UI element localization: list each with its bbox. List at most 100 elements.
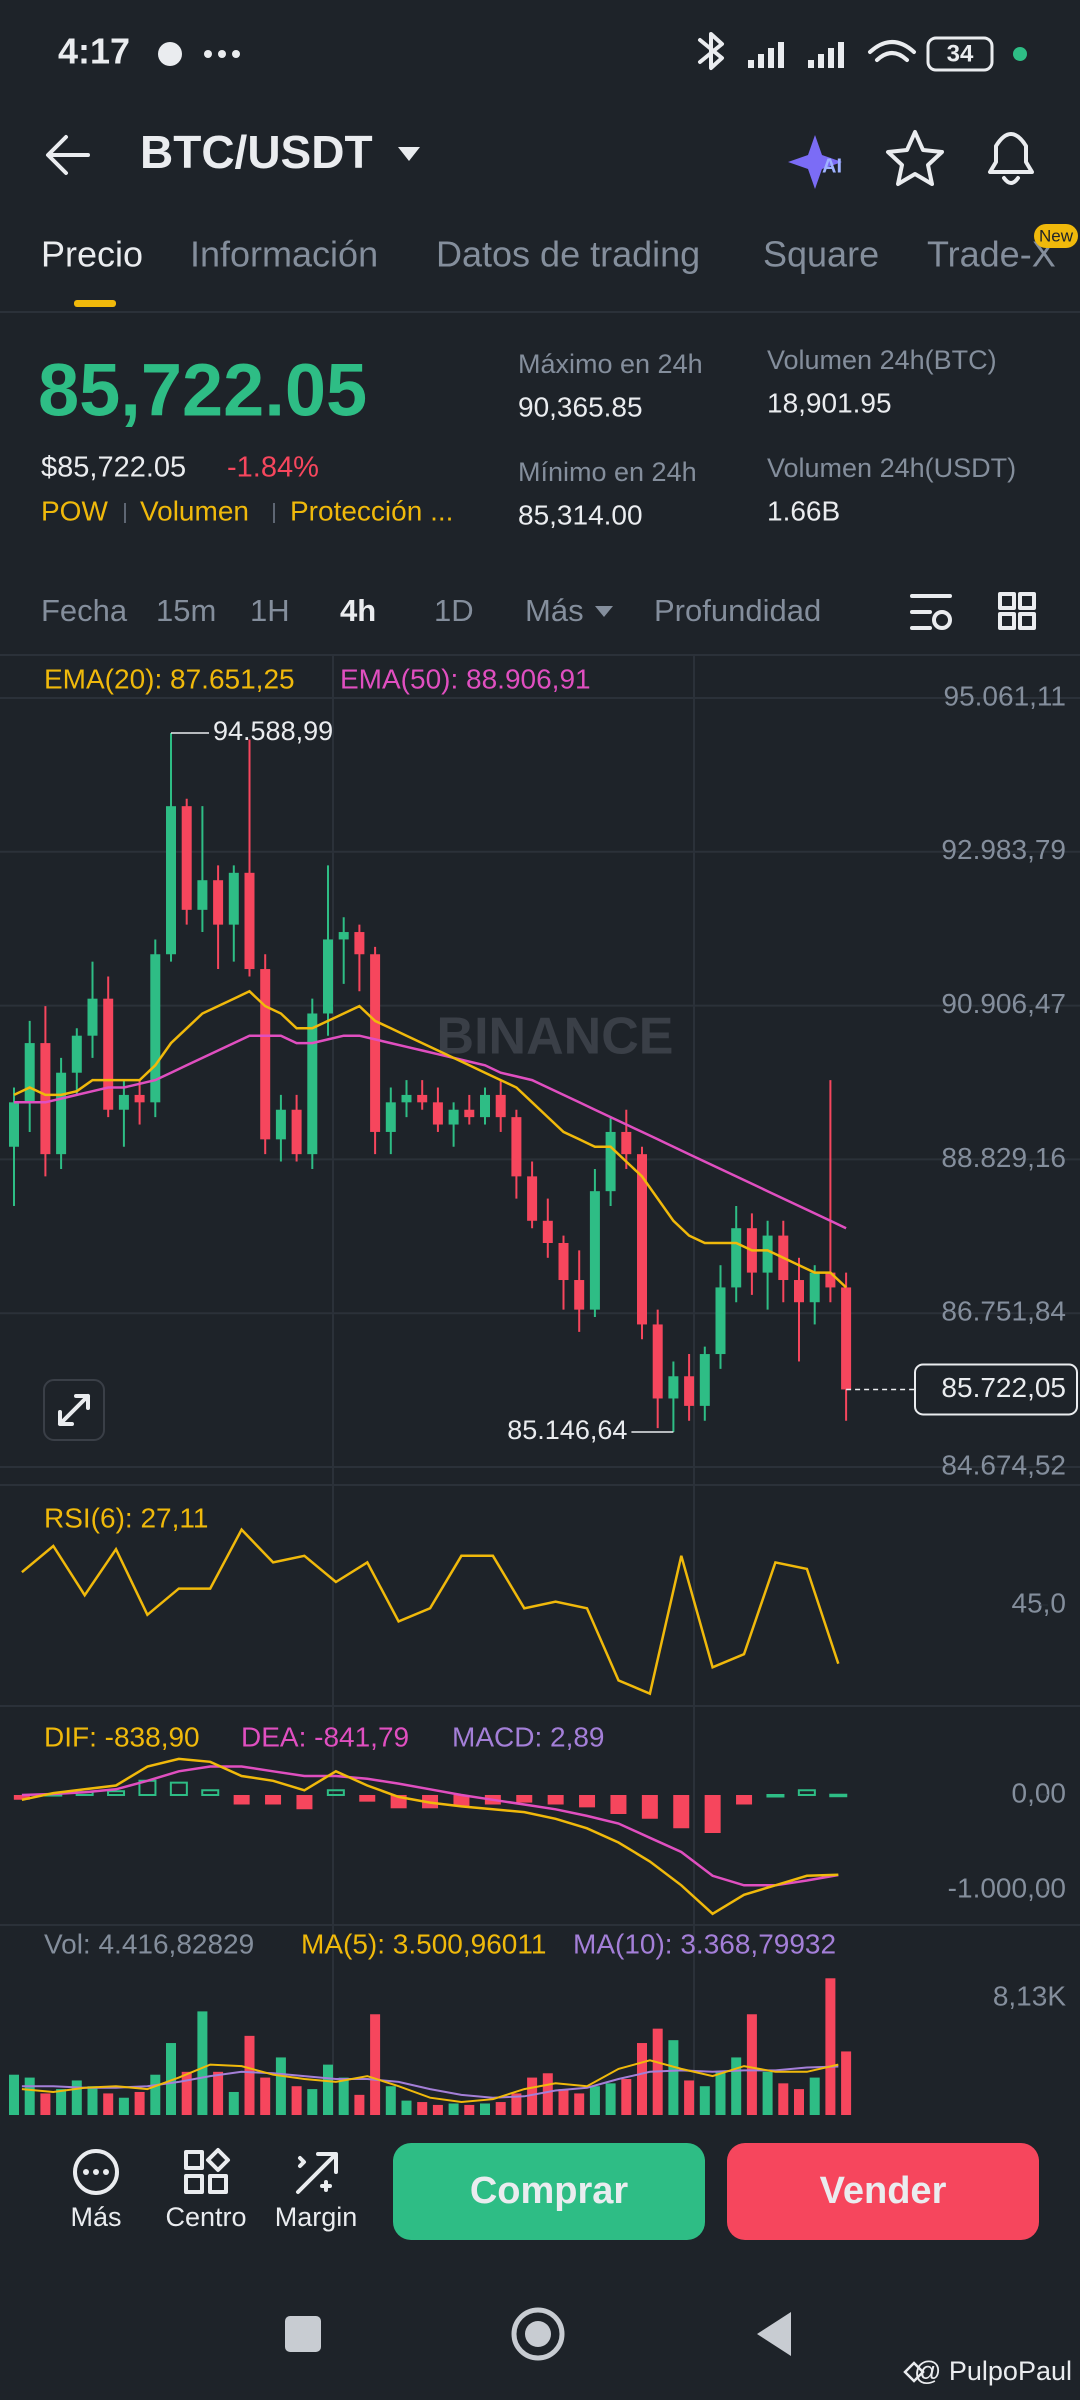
sell-label: Vender [820, 2170, 947, 2212]
ema20-line [13, 989, 847, 1289]
tab[interactable]: Precio [41, 234, 143, 275]
candle-body [480, 1094, 490, 1118]
volume-bar [134, 2091, 145, 2115]
layout-button[interactable] [998, 592, 1036, 630]
bottom-item[interactable]: Centro [165, 2202, 246, 2232]
volume-bar [715, 2071, 726, 2115]
tag[interactable]: Volumen [140, 495, 249, 526]
bottom-item[interactable]: Margin [275, 2202, 358, 2232]
macd-bar [547, 1795, 564, 1805]
interval[interactable]: 4h [340, 593, 376, 628]
tag[interactable]: Protección ... [290, 495, 453, 526]
sell-button[interactable] [727, 2143, 1039, 2240]
nav-back[interactable] [757, 2312, 791, 2356]
volume-bar [464, 2104, 475, 2115]
pair-dropdown[interactable] [398, 147, 420, 161]
ma5-line [21, 2059, 839, 2104]
macd-bar [797, 1789, 816, 1796]
volume-bar [166, 2043, 176, 2115]
indicator-settings[interactable] [910, 594, 952, 630]
pair-title[interactable]: BTC/USDT [140, 126, 373, 178]
interval[interactable]: Profundidad [654, 593, 821, 628]
volume-bar [87, 2086, 98, 2115]
candle-body [24, 1043, 35, 1103]
macd-tick-label: 0,00 [1012, 1777, 1067, 1808]
tab-indicator [74, 300, 116, 307]
volume-bar [684, 2080, 695, 2115]
volume-bar [385, 2086, 396, 2115]
interval[interactable]: Más [525, 593, 584, 628]
volume-bar [589, 2086, 600, 2115]
rsi-line [21, 1527, 840, 1696]
volume-bar [432, 2104, 443, 2115]
tab[interactable]: Trade-X [927, 234, 1056, 275]
interval[interactable]: 1D [434, 593, 474, 628]
bottom-item[interactable]: Más [70, 2202, 121, 2232]
volume-bar [574, 2093, 585, 2115]
macd-bar [359, 1795, 376, 1802]
candle-body [323, 939, 333, 1014]
ai-icon[interactable] [788, 135, 842, 189]
candle-body [511, 1117, 522, 1177]
candle-body [652, 1324, 663, 1399]
more-dropdown[interactable] [595, 606, 613, 617]
volume-bar [637, 2043, 647, 2115]
macd-tick-label: -1.000,00 [948, 1872, 1066, 1903]
buy-button[interactable] [393, 2143, 705, 2240]
ema50-line [14, 1034, 847, 1230]
new-badge [1034, 224, 1078, 248]
candle-body [385, 1102, 396, 1132]
tab[interactable]: Square [763, 234, 879, 275]
tab[interactable]: Información [190, 234, 378, 275]
battery [926, 36, 994, 72]
interval[interactable]: Fecha [41, 593, 128, 628]
alert-button[interactable] [988, 132, 1034, 185]
tag[interactable]: POW [41, 495, 108, 526]
volume-bar [825, 1978, 836, 2115]
candle-body [197, 880, 208, 910]
candle-body [762, 1235, 773, 1273]
volume-legend: Vol: 4.416,82829 [44, 1928, 254, 1959]
dif-legend: DIF: -838,90 [44, 1721, 200, 1752]
macd-bar [326, 1789, 345, 1796]
nav-home[interactable] [511, 2307, 565, 2361]
macd-bar [579, 1795, 596, 1808]
volume-bar [558, 2089, 569, 2115]
interval[interactable]: 15m [156, 593, 216, 628]
buy-label: Comprar [470, 2170, 629, 2212]
ema20-legend: EMA(20): 87.651,25 [44, 663, 295, 694]
volume-bar [56, 2089, 67, 2115]
back-button[interactable] [46, 135, 90, 175]
margin-icon[interactable] [296, 2152, 338, 2194]
tab[interactable]: Datos de trading [436, 234, 700, 275]
candle-body [542, 1220, 553, 1244]
dea-line [21, 1765, 839, 1887]
macd-bar [641, 1795, 658, 1819]
candle-body [354, 932, 365, 955]
candle-body [432, 1102, 443, 1125]
interval[interactable]: 1H [250, 593, 290, 628]
candle-body [134, 1094, 145, 1103]
volume-bar [118, 2097, 129, 2115]
center-icon[interactable] [184, 2148, 230, 2194]
candle-body [527, 1176, 538, 1221]
nav-recents[interactable] [285, 2316, 321, 2352]
candle-body [291, 1109, 302, 1155]
macd-bar [829, 1793, 848, 1798]
candle-body [825, 1272, 836, 1288]
favorite-button[interactable] [886, 130, 944, 186]
candle-body [370, 954, 381, 1132]
macd-bar [673, 1795, 690, 1829]
volume-bar [668, 2040, 679, 2115]
candle-body [244, 872, 255, 970]
more-icon[interactable] [73, 2149, 119, 2195]
volume-bar [495, 2102, 506, 2115]
usd-price: $85,722.05 [41, 452, 186, 484]
volume-bar [24, 2077, 35, 2115]
price-tick-label: 84.674,52 [941, 1449, 1066, 1480]
last-price: 85,722.05 [38, 349, 367, 432]
volume-bar [260, 2077, 271, 2115]
volume-bar [731, 2057, 742, 2115]
volume-bar [338, 2077, 349, 2115]
